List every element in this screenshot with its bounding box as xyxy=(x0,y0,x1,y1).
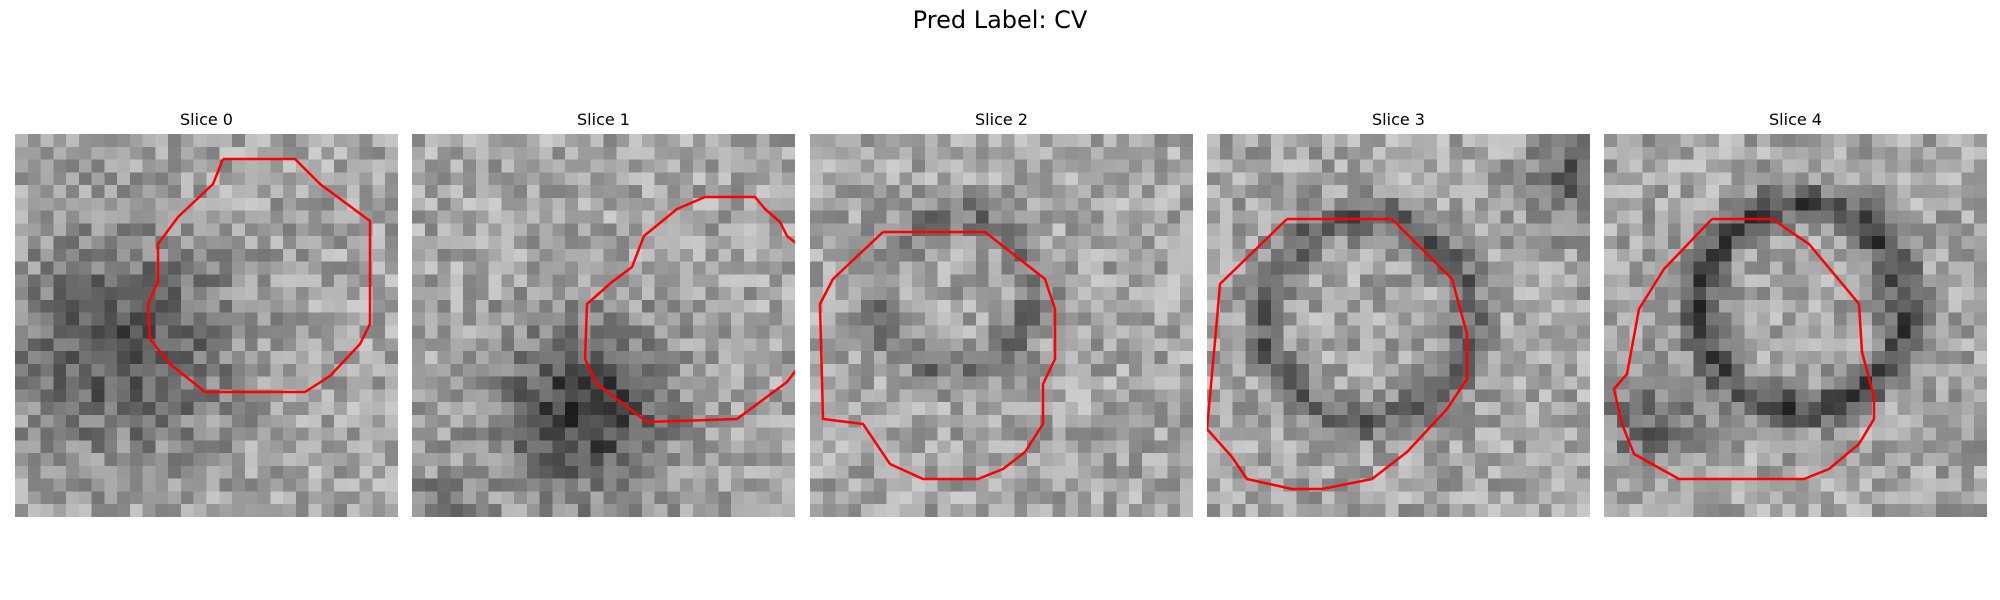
slice-title-2: Slice 2 xyxy=(975,110,1028,129)
slice-image-2 xyxy=(810,134,1193,517)
slice-title-0: Slice 0 xyxy=(180,110,233,129)
slice-panel-4: Slice 4 xyxy=(1604,108,1987,517)
slice-image-1 xyxy=(412,134,795,517)
slice-texture-3 xyxy=(1207,134,1590,517)
prediction-contour-2 xyxy=(818,230,1057,481)
contour-overlay-0 xyxy=(146,157,372,394)
slice-panel-0: Slice 0 xyxy=(15,108,398,517)
slice-image-4 xyxy=(1604,134,1987,517)
slice-image-3 xyxy=(1207,134,1590,517)
slice-title-1: Slice 1 xyxy=(577,110,630,129)
slice-panel-3: Slice 3 xyxy=(1207,108,1590,517)
prediction-contour-3 xyxy=(1207,217,1469,491)
slice-panel-1: Slice 1 xyxy=(412,108,795,517)
slice-title-3: Slice 3 xyxy=(1372,110,1425,129)
contour-overlay-4 xyxy=(1612,217,1876,481)
slice-texture-4 xyxy=(1604,134,1987,517)
contour-overlay-3 xyxy=(1207,217,1469,491)
slice-title-4: Slice 4 xyxy=(1769,110,1822,129)
figure-title: Pred Label: CV xyxy=(912,6,1088,34)
contour-overlay-2 xyxy=(818,230,1057,481)
slice-texture-0 xyxy=(15,134,398,517)
contour-overlay-1 xyxy=(583,195,795,424)
slice-texture-2 xyxy=(810,134,1193,517)
prediction-contour-4 xyxy=(1612,217,1876,481)
prediction-contour-1 xyxy=(583,195,795,424)
prediction-contour-0 xyxy=(146,157,372,394)
slice-image-0 xyxy=(15,134,398,517)
slice-panel-2: Slice 2 xyxy=(810,108,1193,517)
